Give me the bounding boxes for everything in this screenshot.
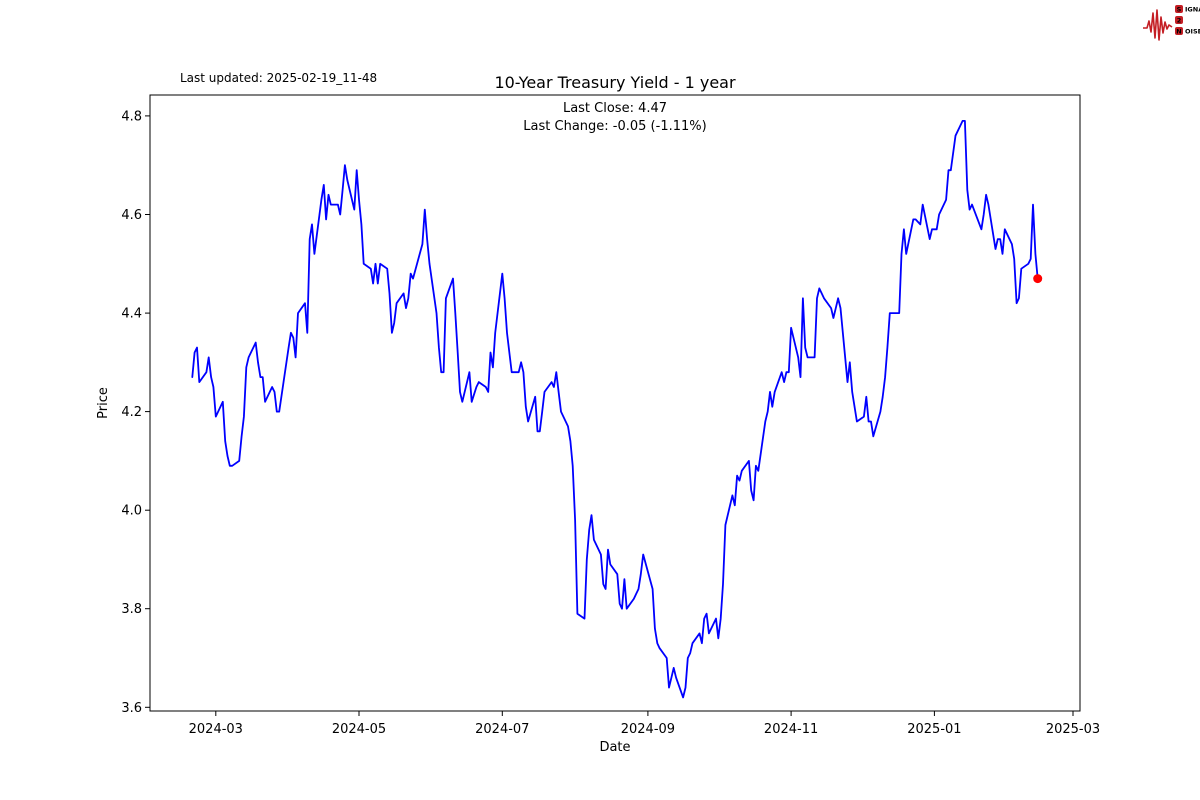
x-tick-label: 2025-03 (1046, 722, 1100, 737)
x-tick-label: 2024-11 (764, 722, 818, 737)
subtitle-last-change: Last Change: -0.05 (-1.11%) (523, 119, 706, 134)
logo-box-n (1175, 27, 1183, 35)
x-tick-label: 2024-09 (621, 722, 675, 737)
logo-text-oise: OISE (1185, 28, 1200, 36)
chart-title: 10-Year Treasury Yield - 1 year (494, 73, 736, 92)
x-axis-label: Date (599, 740, 630, 755)
plot-border (149, 94, 1081, 712)
last-updated-text: Last updated: 2025-02-19_11-48 (180, 71, 377, 85)
x-tick-label: 2024-07 (475, 722, 529, 737)
logo-text-ignal: IGNAL (1185, 6, 1200, 14)
subtitle-last-close: Last Close: 4.47 (563, 101, 667, 116)
waveform-icon (1143, 9, 1173, 41)
x-tick-label: 2025-01 (907, 722, 961, 737)
y-tick-label: 4.2 (121, 405, 142, 420)
x-tick-label: 2024-05 (332, 722, 386, 737)
price-line (191, 120, 1039, 699)
logo-letter-2: 2 (1177, 17, 1182, 25)
y-tick-label: 4.8 (121, 109, 142, 124)
y-tick-label: 3.8 (121, 602, 142, 617)
y-tick-label: 3.6 (121, 701, 142, 716)
logo-box-s (1175, 5, 1183, 13)
logo-letter-s: S (1177, 6, 1182, 14)
last-close-marker (1033, 274, 1043, 284)
y-tick-label: 4.0 (121, 504, 142, 519)
y-tick-label: 4.6 (121, 208, 142, 223)
y-tick-label: 4.4 (121, 307, 142, 322)
x-tick-label: 2024-03 (189, 722, 243, 737)
logo-box-2 (1175, 16, 1183, 24)
logo: S IGNAL 2 N OISE (1143, 5, 1200, 41)
y-axis-label: Price (96, 387, 111, 419)
axis-ticks: 2024-03 2024-05 2024-07 2024-09 2024-11 2025-… (121, 109, 1100, 737)
logo-letter-n: N (1176, 28, 1181, 36)
